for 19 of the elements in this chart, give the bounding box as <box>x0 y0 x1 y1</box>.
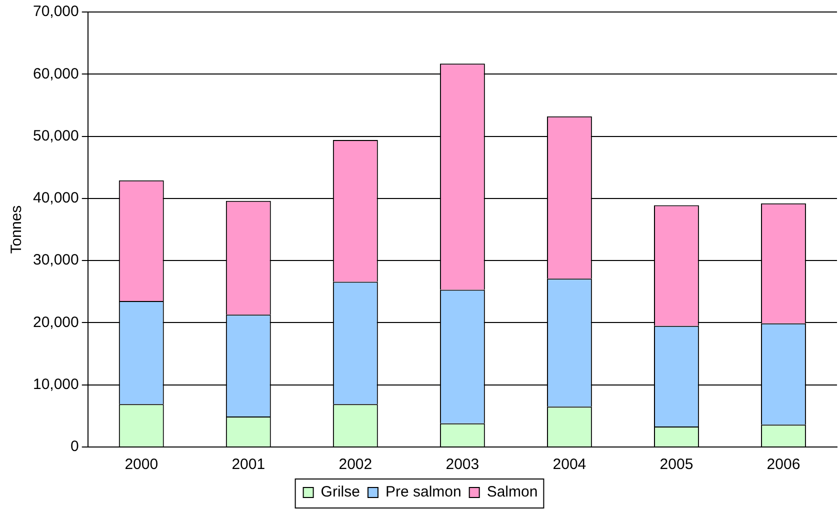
y-tick-label: 0 <box>70 438 79 456</box>
y-tick-label: 40,000 <box>32 190 79 207</box>
legend-label: Grilse <box>320 484 360 501</box>
y-tick-label: 50,000 <box>32 127 79 144</box>
legend-label: Pre salmon <box>385 484 462 501</box>
y-tick-label: 60,000 <box>32 65 79 82</box>
y-tick-label: 20,000 <box>32 314 79 331</box>
x-tick-label: 2003 <box>446 456 480 474</box>
legend-label: Salmon <box>486 484 538 501</box>
y-tick-label: 10,000 <box>32 376 79 393</box>
x-tick-label: 2005 <box>660 456 694 474</box>
x-tick-label: 2001 <box>232 456 266 474</box>
y-tick-label: 30,000 <box>32 252 79 269</box>
y-axis-title: Tonnes <box>8 205 26 254</box>
x-tick-label: 2004 <box>552 456 586 474</box>
y-tick-label: 70,000 <box>32 3 79 20</box>
x-tick-label: 2002 <box>338 456 372 474</box>
x-tick-label: 2006 <box>766 456 800 474</box>
x-tick-label: 2000 <box>124 456 158 474</box>
